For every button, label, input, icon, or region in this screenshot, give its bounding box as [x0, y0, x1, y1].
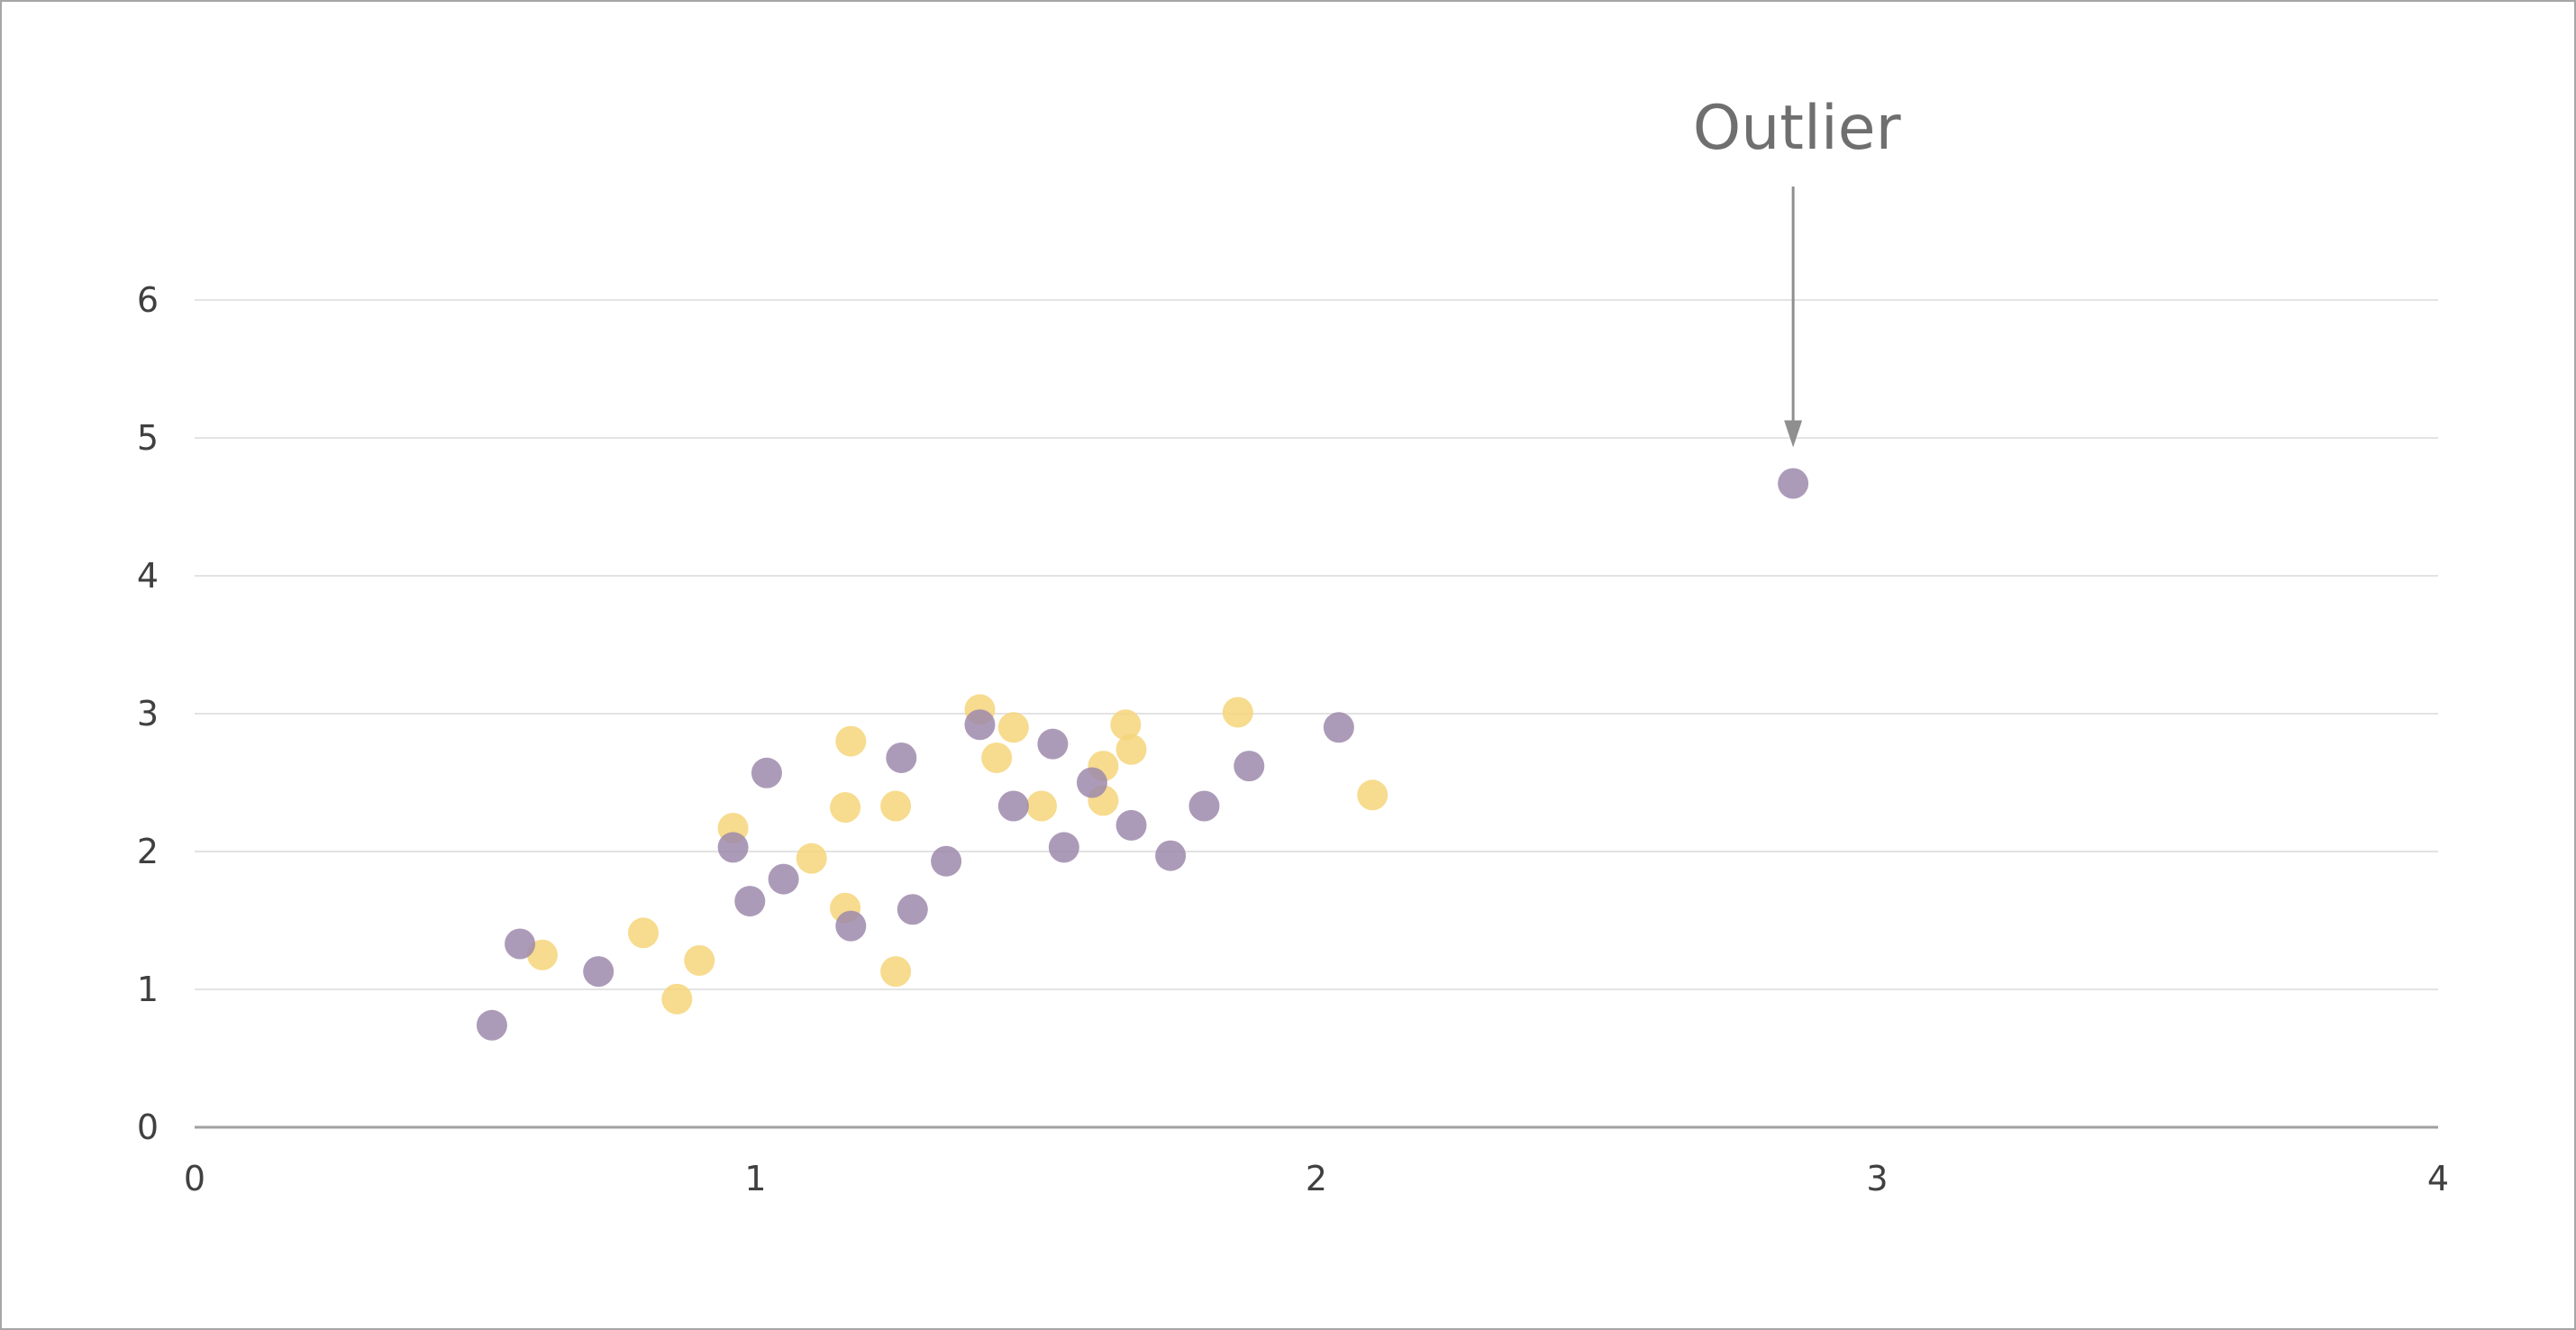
y-tick-label: 4: [137, 556, 159, 596]
scatter-point: [997, 712, 1029, 743]
y-tick-label: 6: [137, 280, 159, 320]
series-2: [476, 468, 1809, 1041]
scatter-point: [1037, 728, 1069, 760]
scatter-point: [1188, 790, 1220, 822]
scatter-point: [1115, 809, 1147, 841]
scatter-point: [1323, 712, 1354, 743]
scatter-point: [1357, 779, 1388, 811]
annotation-label: Outlier: [1693, 93, 1901, 164]
series-1: [526, 694, 1388, 1015]
x-tick-label: 3: [1866, 1159, 1888, 1198]
scatter-point: [835, 910, 867, 942]
scatter-point: [1110, 709, 1142, 741]
scatter-point: [1233, 751, 1265, 782]
scatter-point: [897, 894, 928, 925]
scatter-point: [1077, 767, 1107, 798]
scatter-point: [1222, 697, 1253, 728]
scatter-point: [751, 757, 782, 788]
scatter-point: [886, 742, 917, 773]
x-axis-tick-labels: 0 1 2 3 4: [184, 1159, 2449, 1198]
scatter-point: [997, 790, 1029, 822]
y-tick-label: 1: [137, 970, 159, 1009]
x-tick-label: 0: [184, 1159, 205, 1198]
scatter-point: [796, 843, 827, 874]
scatter-point: [628, 917, 659, 949]
x-tick-label: 1: [744, 1159, 766, 1198]
x-tick-label: 4: [2427, 1159, 2449, 1198]
scatter-point: [684, 944, 715, 976]
scatter-point: [734, 886, 766, 917]
data-points: [476, 468, 1809, 1041]
scatter-point: [1025, 790, 1057, 822]
y-tick-label: 2: [137, 832, 159, 871]
x-tick-label: 2: [1306, 1159, 1327, 1198]
gridlines: [195, 299, 2438, 990]
scatter-point: [1048, 832, 1079, 863]
scatter-point: [880, 956, 912, 988]
y-tick-label: 5: [137, 418, 159, 458]
scatter-point: [835, 725, 867, 757]
scatter-point: [880, 790, 912, 822]
annotations: Outlier: [1693, 93, 1901, 448]
scatter-point: [830, 792, 861, 824]
annotation-arrow-head: [1784, 420, 1803, 448]
scatter-point: [981, 742, 1013, 773]
scatter-point: [1115, 733, 1147, 765]
scatter-point: [1155, 840, 1187, 871]
scatter-point: [1778, 468, 1809, 499]
y-axis-tick-labels: 0 1 2 3 4 5 6: [137, 280, 159, 1147]
y-tick-label: 3: [137, 694, 159, 733]
scatter-point: [964, 709, 996, 741]
scatter-point: [505, 928, 536, 960]
scatter-point: [717, 832, 749, 863]
scatter-point: [931, 845, 962, 877]
scatter-point: [661, 983, 693, 1015]
scatter-point: [768, 863, 799, 895]
y-tick-label: 0: [137, 1107, 159, 1147]
scatter-point: [476, 1009, 507, 1041]
scatter-point: [583, 956, 614, 988]
